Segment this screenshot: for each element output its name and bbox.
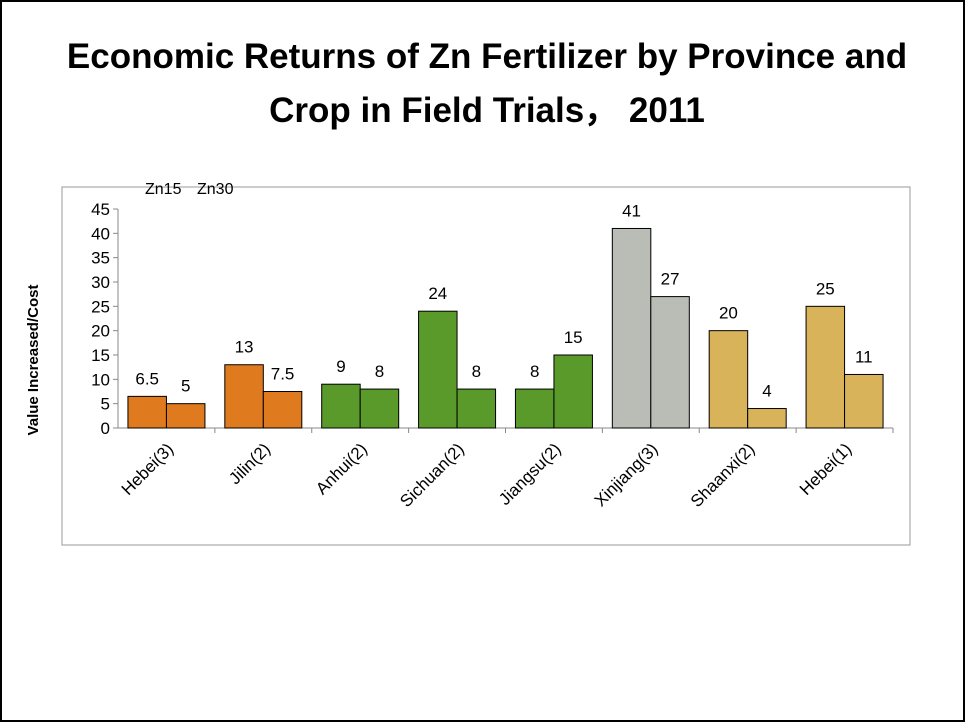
- data-label: 7.5: [271, 365, 295, 384]
- legend-label: Zn15: [145, 181, 182, 198]
- bar: [224, 364, 264, 429]
- data-label: 9: [336, 357, 345, 376]
- data-label: 11: [855, 347, 873, 366]
- y-tick-label: 45: [91, 200, 110, 219]
- data-label: 24: [428, 284, 447, 303]
- data-label: 13: [235, 338, 254, 357]
- y-tick-label: 5: [101, 395, 110, 414]
- y-axis-label: Value Increased/Cost: [25, 285, 42, 436]
- data-label: 8: [472, 362, 481, 381]
- bar: [805, 305, 846, 429]
- y-tick-label: 20: [91, 322, 110, 341]
- data-label: 8: [375, 362, 384, 381]
- data-label: 4: [762, 382, 771, 401]
- data-label: 8: [530, 362, 539, 381]
- data-label: 6.5: [135, 369, 159, 388]
- y-tick-label: 40: [91, 224, 110, 243]
- bar: [359, 388, 400, 429]
- bar: [514, 388, 555, 429]
- chart-area: [61, 186, 911, 546]
- bar: [456, 388, 497, 429]
- data-label: 15: [564, 328, 583, 347]
- bar: [127, 395, 167, 429]
- bar: [611, 227, 652, 429]
- data-label: 5: [181, 377, 190, 396]
- data-label: 41: [622, 201, 641, 220]
- bar: [553, 354, 593, 429]
- bar: [321, 383, 361, 429]
- bar: [165, 403, 206, 429]
- y-tick-label: 30: [91, 273, 110, 292]
- bar: [650, 296, 690, 429]
- data-label: 27: [661, 270, 680, 289]
- bar: [262, 391, 303, 429]
- bar: [708, 330, 749, 429]
- title-line: Crop in Field Trials， 2011: [269, 91, 705, 130]
- y-tick-label: 15: [91, 346, 110, 365]
- y-tick-label: 25: [91, 297, 110, 316]
- title-line: Economic Returns of Zn Fertilizer by Pro…: [67, 37, 907, 76]
- bar: [747, 408, 787, 429]
- legend-label: Zn30: [197, 181, 234, 198]
- y-tick-label: 10: [91, 370, 110, 389]
- data-label: 20: [719, 304, 738, 323]
- bar: [418, 310, 458, 429]
- data-label: 25: [816, 279, 835, 298]
- y-tick-label: 0: [101, 419, 110, 438]
- y-tick-label: 35: [91, 249, 110, 268]
- bar: [844, 373, 884, 429]
